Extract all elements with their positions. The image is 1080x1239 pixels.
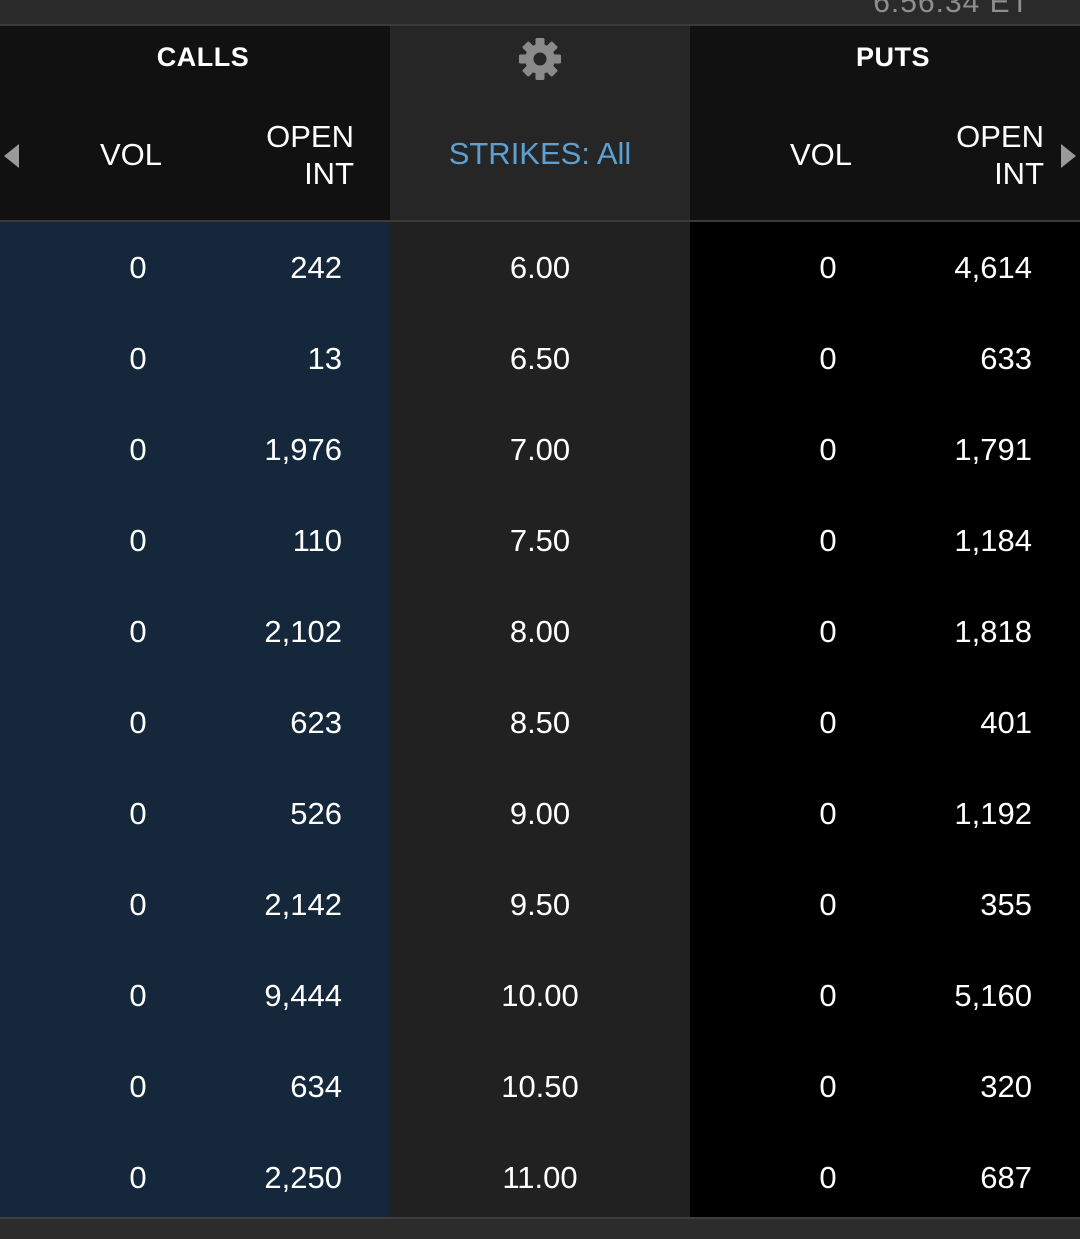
call-vol-cell[interactable]: 0: [129, 250, 147, 285]
calls-open-int-header[interactable]: OPEN INT: [234, 118, 354, 192]
strike-cell: 6.00: [509, 250, 571, 285]
call-open-int-cell[interactable]: 623: [290, 705, 342, 740]
header-divider: [0, 220, 1080, 222]
strike-cell: 7.00: [509, 432, 571, 467]
calls-vol-header[interactable]: VOL: [99, 137, 163, 172]
call-open-int-cell[interactable]: 1,976: [264, 432, 342, 467]
chain-header: CALLS VOL OPEN INT: [0, 26, 1080, 220]
call-vol-cell[interactable]: 0: [129, 614, 147, 649]
call-open-int-cell[interactable]: 242: [290, 250, 342, 285]
call-vol-cell[interactable]: 0: [129, 705, 147, 740]
put-vol-cell[interactable]: 0: [819, 614, 837, 649]
puts-vol-header[interactable]: VOL: [789, 137, 853, 172]
calls-header: CALLS VOL OPEN INT: [0, 26, 390, 220]
call-vol-cell[interactable]: 0: [129, 432, 147, 467]
table-row[interactable]: 0 110 7.50 0 1,184: [0, 495, 1080, 586]
put-open-int-cell[interactable]: 1,818: [954, 614, 1032, 649]
table-row[interactable]: 0 623 8.50 0 401: [0, 677, 1080, 768]
put-vol-cell[interactable]: 0: [819, 796, 837, 831]
call-vol-cell[interactable]: 0: [129, 1069, 147, 1104]
table-row[interactable]: 0 526 9.00 0 1,192: [0, 768, 1080, 859]
caret-right-icon[interactable]: [1061, 144, 1076, 168]
puts-open-int-line2: INT: [994, 156, 1044, 191]
calls-column-bg: [0, 222, 390, 1217]
strikes-filter[interactable]: STRIKES: All: [448, 136, 632, 171]
strike-cell: 8.00: [509, 614, 571, 649]
put-vol-cell[interactable]: 0: [819, 978, 837, 1013]
strike-cell: 10.50: [501, 1069, 579, 1104]
strike-cell: 6.50: [509, 341, 571, 376]
put-vol-cell[interactable]: 0: [819, 250, 837, 285]
put-open-int-cell[interactable]: 355: [980, 887, 1032, 922]
puts-header: PUTS VOL OPEN INT: [690, 26, 1080, 220]
table-row[interactable]: 0 2,142 9.50 0 355: [0, 859, 1080, 950]
calls-open-int-line2: INT: [304, 156, 354, 191]
call-vol-cell[interactable]: 0: [129, 796, 147, 831]
put-open-int-cell[interactable]: 5,160: [954, 978, 1032, 1013]
put-vol-cell[interactable]: 0: [819, 341, 837, 376]
table-row[interactable]: 0 1,976 7.00 0 1,791: [0, 404, 1080, 495]
call-open-int-cell[interactable]: 2,142: [264, 887, 342, 922]
call-open-int-cell[interactable]: 9,444: [264, 978, 342, 1013]
puts-title: PUTS: [855, 42, 930, 72]
chain-table: 0 242 6.00 0 4,614 0 13 6.50 0 633 0 1,976 7.00 0 1,79…: [0, 222, 1080, 1217]
put-open-int-cell[interactable]: 633: [980, 341, 1032, 376]
put-vol-cell[interactable]: 0: [819, 1069, 837, 1104]
puts-column-bg: [690, 222, 1080, 1217]
table-row[interactable]: 0 242 6.00 0 4,614: [0, 222, 1080, 313]
put-vol-cell[interactable]: 0: [819, 705, 837, 740]
strike-cell: 9.50: [509, 887, 571, 922]
call-vol-cell[interactable]: 0: [129, 978, 147, 1013]
strike-cell: 7.50: [509, 523, 571, 558]
caret-left-icon[interactable]: [4, 144, 19, 168]
calls-open-int-line1: OPEN: [266, 119, 354, 154]
strike-cell: 8.50: [509, 705, 571, 740]
puts-open-int-header[interactable]: OPEN INT: [924, 118, 1044, 192]
calls-title: CALLS: [156, 42, 250, 72]
put-open-int-cell[interactable]: 687: [980, 1160, 1032, 1195]
table-row[interactable]: 0 2,250 11.00 0 687: [0, 1132, 1080, 1223]
strike-column-bg: [390, 222, 690, 1217]
put-open-int-cell[interactable]: 4,614: [954, 250, 1032, 285]
call-open-int-cell[interactable]: 110: [292, 523, 342, 558]
table-row[interactable]: 0 13 6.50 0 633: [0, 313, 1080, 404]
table-row[interactable]: 0 634 10.50 0 320: [0, 1041, 1080, 1132]
market-timestamp: 6:56:34 ET: [873, 0, 1030, 19]
call-vol-cell[interactable]: 0: [129, 341, 147, 376]
strike-cell: 10.00: [501, 978, 579, 1013]
call-open-int-cell[interactable]: 2,250: [264, 1160, 342, 1195]
put-open-int-cell[interactable]: 320: [980, 1069, 1032, 1104]
table-row[interactable]: 0 9,444 10.00 0 5,160: [0, 950, 1080, 1041]
bottom-bar: [0, 1217, 1080, 1239]
table-row[interactable]: 0 2,102 8.00 0 1,818: [0, 586, 1080, 677]
call-open-int-cell[interactable]: 526: [290, 796, 342, 831]
put-open-int-cell[interactable]: 1,184: [954, 523, 1032, 558]
call-open-int-cell[interactable]: 634: [290, 1069, 342, 1104]
put-vol-cell[interactable]: 0: [819, 432, 837, 467]
call-open-int-cell[interactable]: 13: [307, 341, 342, 376]
puts-open-int-line1: OPEN: [956, 119, 1044, 154]
gear-icon[interactable]: [517, 36, 563, 82]
call-vol-cell[interactable]: 0: [129, 523, 147, 558]
put-vol-cell[interactable]: 0: [819, 887, 837, 922]
put-open-int-cell[interactable]: 1,791: [954, 432, 1032, 467]
put-vol-cell[interactable]: 0: [819, 1160, 837, 1195]
strike-header: STRIKES: All: [390, 26, 690, 220]
strike-cell: 9.00: [509, 796, 571, 831]
put-vol-cell[interactable]: 0: [819, 523, 837, 558]
call-vol-cell[interactable]: 0: [129, 1160, 147, 1195]
call-vol-cell[interactable]: 0: [129, 887, 147, 922]
put-open-int-cell[interactable]: 401: [980, 705, 1032, 740]
top-status-bar: 6:56:34 ET: [0, 0, 1080, 26]
put-open-int-cell[interactable]: 1,192: [954, 796, 1032, 831]
call-open-int-cell[interactable]: 2,102: [264, 614, 342, 649]
strike-cell: 11.00: [502, 1160, 578, 1195]
